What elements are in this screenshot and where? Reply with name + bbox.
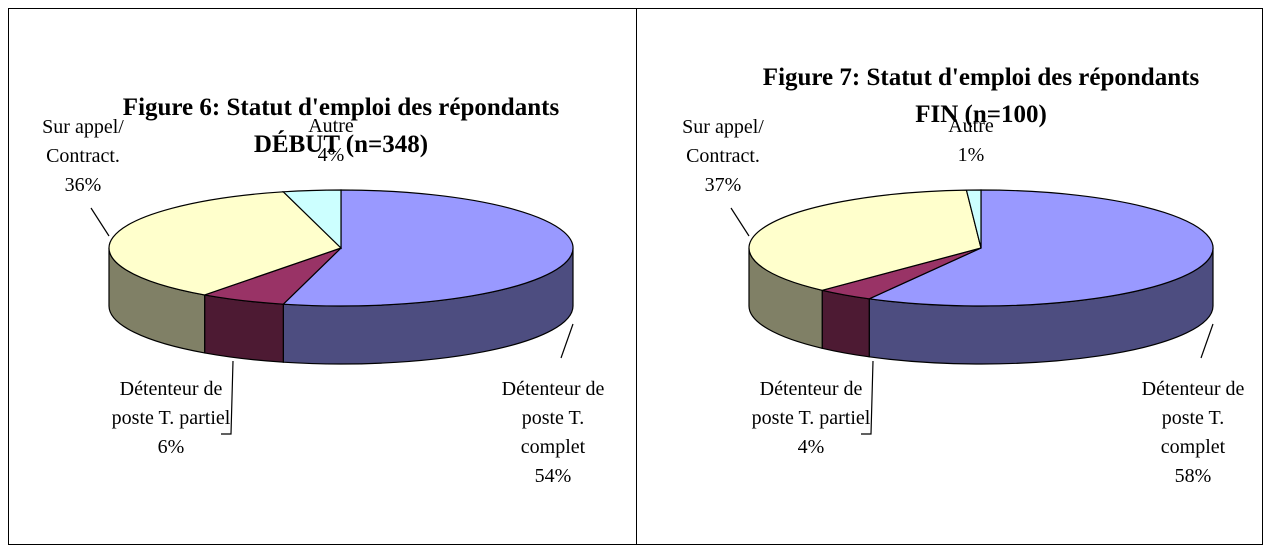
pie-side: [204, 294, 284, 363]
slice-label: Détenteur de poste T. partiel: [751, 378, 871, 429]
slice-label: Détenteur de poste T. complet: [501, 378, 605, 458]
leader-line: [861, 360, 874, 435]
slice-value-label: 37%: [704, 174, 742, 196]
slice-value-label: 36%: [64, 174, 102, 196]
pie-slice: [748, 189, 982, 291]
chart-frame: [636, 8, 1263, 545]
leader-line: [730, 207, 750, 237]
slice-value-label: 6%: [157, 436, 185, 458]
slice-value-label: 1%: [957, 144, 985, 166]
leader-line: [221, 360, 234, 435]
slice-value-label: 58%: [1174, 465, 1212, 487]
pie-slice: [965, 189, 982, 249]
slice-label: Détenteur de poste T. complet: [1141, 378, 1245, 458]
pie-slice: [281, 189, 574, 307]
pie-slice: [867, 189, 1214, 307]
chart-title: Figure 6: Statut d'emploi des répondants…: [122, 94, 560, 158]
pie-side: [821, 289, 870, 358]
slice-label: Autre: [308, 115, 354, 137]
leader-line: [1200, 323, 1214, 359]
chart-title: Figure 7: Statut d'emploi des répondants…: [762, 64, 1200, 128]
leader-line: [90, 207, 110, 237]
pie-slice: [281, 189, 342, 250]
leader-line: [560, 323, 574, 359]
slice-label: Sur appel/ Contract.: [682, 116, 764, 167]
slice-label: Autre: [948, 115, 994, 137]
slice-value-label: 54%: [534, 465, 572, 487]
slice-label: Sur appel/ Contract.: [42, 116, 124, 167]
pie-slice: [108, 191, 343, 296]
slice-value-label: 4%: [317, 144, 345, 166]
slice-value-label: 4%: [797, 436, 825, 458]
slice-label: Détenteur de poste T. partiel: [111, 378, 231, 429]
